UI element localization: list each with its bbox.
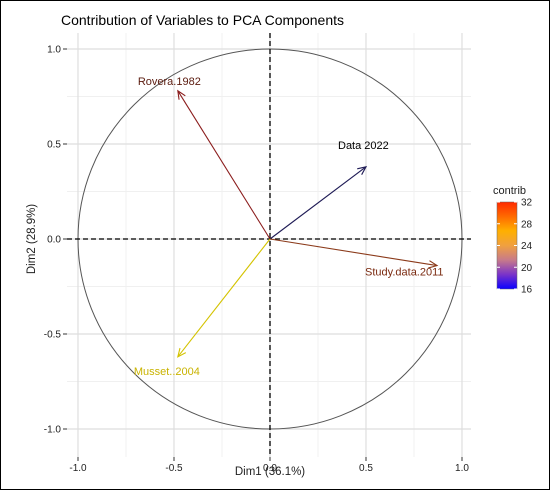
y-tick-label: 0.5: [47, 140, 61, 151]
x-axis-ticks: -1.0 -0.5 0.0 0.5 1.0: [69, 457, 469, 474]
arrowhead: [177, 89, 186, 100]
variable-labels: Rovera.1982 Data 2022 Study.data.2011 Musse…: [134, 76, 444, 378]
arrowhead: [177, 347, 187, 358]
x-tick-label: 0.5: [359, 463, 373, 474]
legend-tick-label: 16: [521, 285, 533, 296]
arrowhead: [428, 260, 439, 269]
x-tick-label: -0.5: [165, 463, 183, 474]
y-tick-label: 1.0: [47, 45, 61, 56]
arrow-musset-2004: [177, 238, 271, 358]
plot-panel: [67, 33, 471, 457]
legend-ticks: 32 28 24 20 16: [497, 198, 533, 296]
legend-title: contrib: [493, 185, 526, 197]
legend-tick-label: 32: [521, 198, 533, 209]
x-tick-label: 0.0: [263, 463, 277, 474]
legend-tick-label: 28: [521, 219, 533, 230]
legend-tick-label: 20: [521, 263, 533, 274]
x-tick-label: 1.0: [455, 463, 469, 474]
arrowhead: [357, 165, 368, 175]
x-tick-label: -1.0: [69, 463, 87, 474]
x-axis-label: Dim1 (36.1%): [235, 466, 305, 478]
arrow-study-data-2011: [269, 238, 438, 267]
arrow-rovera-1982: [177, 90, 271, 240]
y-tick-label: -1.0: [44, 425, 62, 436]
y-tick-label: 0.0: [47, 235, 61, 246]
variable-label: Rovera.1982: [138, 76, 201, 88]
contrib-legend: contrib 32 28 24 20 16: [493, 185, 533, 296]
chart-title: Contribution of Variables to PCA Compone…: [61, 12, 344, 28]
variable-label: Study.data.2011: [365, 267, 444, 279]
legend-tick-label: 24: [521, 241, 533, 252]
y-axis-label: Dim2 (28.9%): [26, 204, 38, 274]
variable-arrows: [177, 89, 439, 358]
zero-reference-lines: [67, 33, 471, 457]
y-tick-label: -0.5: [44, 330, 62, 341]
y-axis-ticks: -1.0 -0.5 0.0 0.5 1.0: [44, 45, 67, 436]
variable-label: Musset..2004: [134, 366, 200, 378]
arrow-data-2022: [269, 166, 367, 240]
variable-label: Data 2022: [338, 140, 389, 152]
